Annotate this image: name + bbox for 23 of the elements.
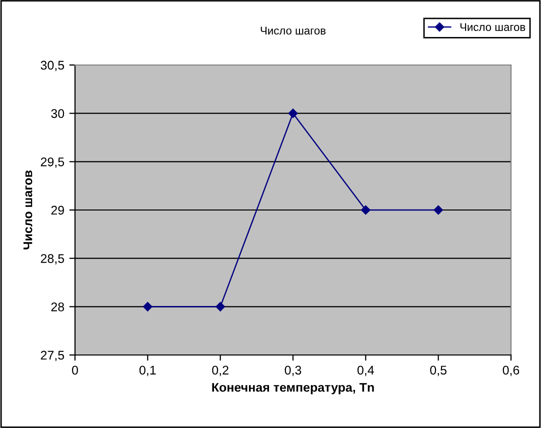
point — [288, 108, 298, 118]
x-tick-label: 0,3 — [284, 366, 302, 376]
x-tick-label: 0,6 — [502, 366, 520, 376]
x-tick-label: 0,1 — [139, 366, 156, 376]
x-tick-label: 0,4 — [357, 366, 374, 376]
y-tick-label: 28 — [51, 302, 64, 312]
point — [434, 205, 443, 215]
y-tick-label: 29 — [51, 206, 64, 215]
x-axis-title: Конечная температура, Tn — [212, 383, 374, 394]
y-tick-label: 27,5 — [40, 350, 64, 362]
chart-title: Число шагов — [260, 26, 326, 35]
x-tick-label: 0,5 — [430, 366, 446, 376]
point — [216, 302, 225, 312]
point — [143, 302, 152, 312]
x-tick-label: 0,2 — [212, 366, 228, 376]
y-tick-label: 30 — [51, 109, 64, 118]
y-tick-label: 29,5 — [40, 157, 64, 168]
legend-label: Число шагов — [460, 23, 526, 31]
x-tick-label: 0 — [72, 366, 78, 375]
y-tick-label: 28,5 — [40, 254, 64, 264]
point — [361, 205, 370, 215]
y-axis-title: Число шагов — [24, 170, 32, 250]
y-tick-label: 30,5 — [40, 60, 64, 72]
